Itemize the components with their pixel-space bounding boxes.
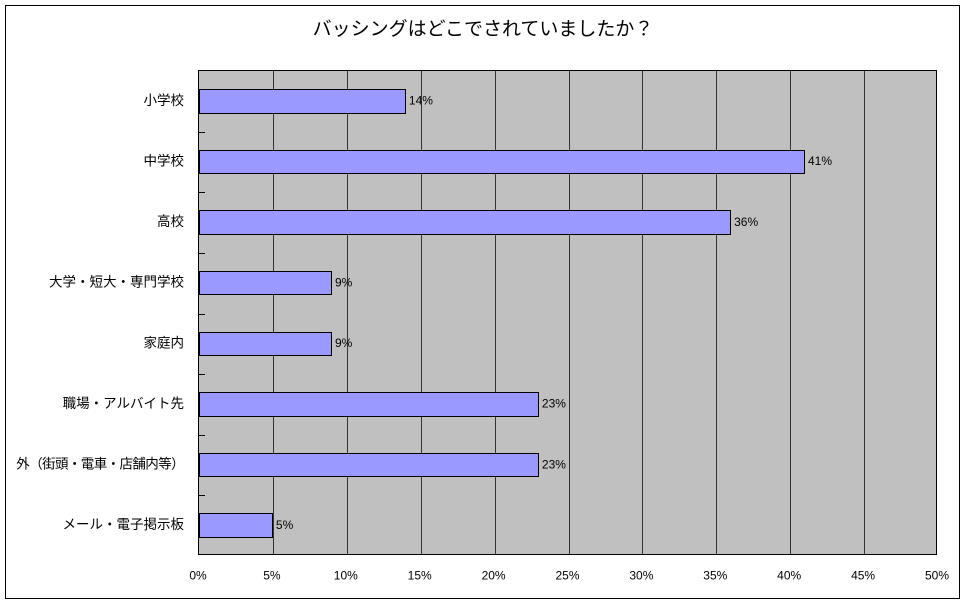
svg-text:中学校: 中学校 bbox=[144, 153, 185, 168]
svg-text:小学校: 小学校 bbox=[144, 93, 185, 108]
svg-text:50%: 50% bbox=[925, 569, 949, 583]
svg-text:メール・電子掲示板: メール・電子掲示板 bbox=[63, 517, 185, 532]
svg-text:バッシングはどこでされていましたか？: バッシングはどこでされていましたか？ bbox=[313, 18, 654, 40]
svg-text:30%: 30% bbox=[629, 569, 653, 583]
svg-text:20%: 20% bbox=[482, 569, 506, 583]
svg-text:9%: 9% bbox=[335, 336, 353, 350]
svg-text:15%: 15% bbox=[408, 569, 432, 583]
svg-text:25%: 25% bbox=[555, 569, 579, 583]
svg-text:23%: 23% bbox=[542, 457, 566, 471]
svg-text:45%: 45% bbox=[851, 569, 875, 583]
svg-text:家庭内: 家庭内 bbox=[144, 334, 185, 350]
svg-text:36%: 36% bbox=[734, 215, 758, 229]
svg-text:23%: 23% bbox=[542, 397, 566, 411]
svg-text:9%: 9% bbox=[335, 275, 353, 289]
svg-text:40%: 40% bbox=[777, 569, 801, 583]
svg-text:41%: 41% bbox=[808, 154, 832, 168]
svg-text:35%: 35% bbox=[703, 569, 727, 583]
svg-text:0%: 0% bbox=[189, 569, 207, 583]
svg-text:外（街頭・電車・店舗内等）: 外（街頭・電車・店舗内等） bbox=[16, 456, 184, 472]
svg-text:14%: 14% bbox=[409, 94, 433, 108]
svg-text:5%: 5% bbox=[276, 518, 294, 532]
svg-text:10%: 10% bbox=[334, 569, 358, 583]
svg-text:職場・アルバイト先: 職場・アルバイト先 bbox=[63, 396, 184, 411]
svg-text:高校: 高校 bbox=[157, 213, 184, 229]
svg-text:大学・短大・専門学校: 大学・短大・専門学校 bbox=[49, 275, 184, 290]
svg-text:5%: 5% bbox=[263, 569, 281, 583]
